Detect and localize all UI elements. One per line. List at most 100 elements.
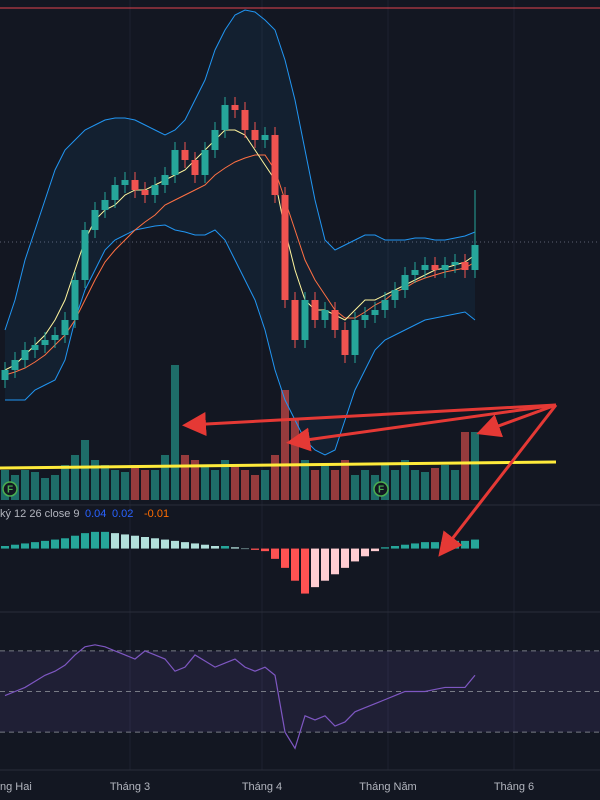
macd-histogram-bar bbox=[81, 533, 89, 549]
volume-bar bbox=[451, 470, 459, 500]
event-marker[interactable]: F bbox=[373, 481, 389, 497]
x-axis-label: Tháng Năm bbox=[359, 781, 416, 793]
event-circle bbox=[373, 481, 389, 497]
macd-histogram-bar bbox=[31, 542, 39, 549]
x-axis-label: Tháng 6 bbox=[494, 781, 534, 793]
volume-bar bbox=[151, 470, 159, 500]
candle-body bbox=[281, 195, 289, 300]
candle-body bbox=[111, 185, 119, 200]
candle-body bbox=[91, 210, 99, 230]
candle-body bbox=[471, 245, 479, 270]
candle-body bbox=[371, 310, 379, 315]
candle-body bbox=[181, 150, 189, 160]
macd-histogram-bar bbox=[231, 547, 239, 549]
macd-histogram-bar bbox=[61, 538, 69, 549]
arrow bbox=[182, 403, 557, 437]
plot bbox=[0, 9, 600, 750]
volume-bar bbox=[251, 475, 259, 500]
candle-body bbox=[121, 180, 129, 185]
candle-body bbox=[151, 185, 159, 195]
volume-bar bbox=[101, 465, 109, 500]
candle-body bbox=[1, 370, 9, 380]
volume-bar bbox=[421, 472, 429, 500]
event-marker[interactable]: F bbox=[2, 481, 18, 497]
candle-body bbox=[411, 270, 419, 275]
volume-bar bbox=[231, 465, 239, 500]
candle-body bbox=[21, 350, 29, 360]
macd-histogram-bar bbox=[141, 537, 149, 549]
macd-histogram-bar bbox=[1, 546, 9, 549]
candle-body bbox=[51, 335, 59, 340]
volume-bar bbox=[201, 465, 209, 500]
macd-histogram-bar bbox=[111, 533, 119, 549]
candle-body bbox=[431, 265, 439, 270]
macd-histogram-bar bbox=[211, 546, 219, 549]
volume-bar bbox=[91, 460, 99, 500]
candle-body bbox=[71, 280, 79, 320]
candle-body bbox=[11, 360, 19, 370]
macd-histogram-bar bbox=[221, 546, 229, 549]
macd-histogram-bar bbox=[271, 548, 279, 559]
volume-bar bbox=[111, 470, 119, 500]
volume-bar bbox=[311, 470, 319, 500]
volume-bar bbox=[361, 470, 369, 500]
volume-bar bbox=[31, 472, 39, 500]
candle-body bbox=[331, 310, 339, 330]
candle-body bbox=[101, 200, 109, 210]
candle-body bbox=[391, 290, 399, 300]
arrow bbox=[476, 403, 557, 438]
macd-histogram-bar bbox=[281, 548, 289, 568]
candle-body bbox=[361, 315, 369, 320]
arrow bbox=[438, 404, 558, 557]
candle-body bbox=[441, 265, 449, 270]
drawn-arrows bbox=[182, 403, 558, 557]
macd-histogram-bar bbox=[101, 531, 109, 549]
macd-value: 0.04 bbox=[85, 508, 106, 520]
macd-histogram-bar bbox=[191, 543, 199, 549]
volume-bar bbox=[391, 470, 399, 500]
macd-histogram-bar bbox=[451, 540, 459, 549]
bollinger-upper bbox=[4, 9, 476, 331]
candle-body bbox=[351, 320, 359, 355]
macd-histogram-bar bbox=[391, 546, 399, 549]
macd-histogram-bar bbox=[251, 548, 259, 550]
volume-bar bbox=[471, 432, 479, 500]
volume-bar bbox=[191, 460, 199, 500]
volume-bar bbox=[141, 470, 149, 500]
volume-bar bbox=[271, 455, 279, 500]
candle-body bbox=[61, 320, 69, 335]
candle-body bbox=[241, 110, 249, 130]
volume-bar bbox=[241, 470, 249, 500]
macd-histogram-bar bbox=[381, 547, 389, 549]
macd-histogram-bar bbox=[11, 544, 19, 549]
macd-histogram-bar bbox=[461, 540, 469, 549]
volume-bar bbox=[401, 460, 409, 500]
candle-body bbox=[251, 130, 259, 140]
candle-body bbox=[451, 262, 459, 265]
candle-body bbox=[341, 330, 349, 355]
macd-histogram-bar bbox=[151, 538, 159, 549]
macd-histogram-bar bbox=[51, 539, 59, 549]
candle-body bbox=[321, 310, 329, 320]
macd-histogram-bar bbox=[181, 542, 189, 549]
candle-body bbox=[381, 300, 389, 310]
volume-bar bbox=[161, 455, 169, 500]
candle-body bbox=[161, 175, 169, 185]
event-label: F bbox=[7, 485, 13, 496]
volume-bar bbox=[21, 470, 29, 500]
candle-body bbox=[131, 180, 139, 190]
macd-histogram-bar bbox=[71, 535, 79, 549]
macd-value: 0.02 bbox=[112, 508, 133, 520]
volume-bar bbox=[431, 468, 439, 500]
volume-bar bbox=[281, 390, 289, 500]
volume-bar bbox=[461, 432, 469, 500]
candle-body bbox=[41, 340, 49, 345]
candle-body bbox=[211, 130, 219, 150]
macd-histogram-bar bbox=[161, 539, 169, 549]
candle-body bbox=[261, 135, 269, 140]
macd-histogram-bar bbox=[411, 543, 419, 549]
candle-body bbox=[221, 105, 229, 130]
macd-histogram-bar bbox=[201, 544, 209, 549]
macd-histogram-bar bbox=[341, 548, 349, 568]
